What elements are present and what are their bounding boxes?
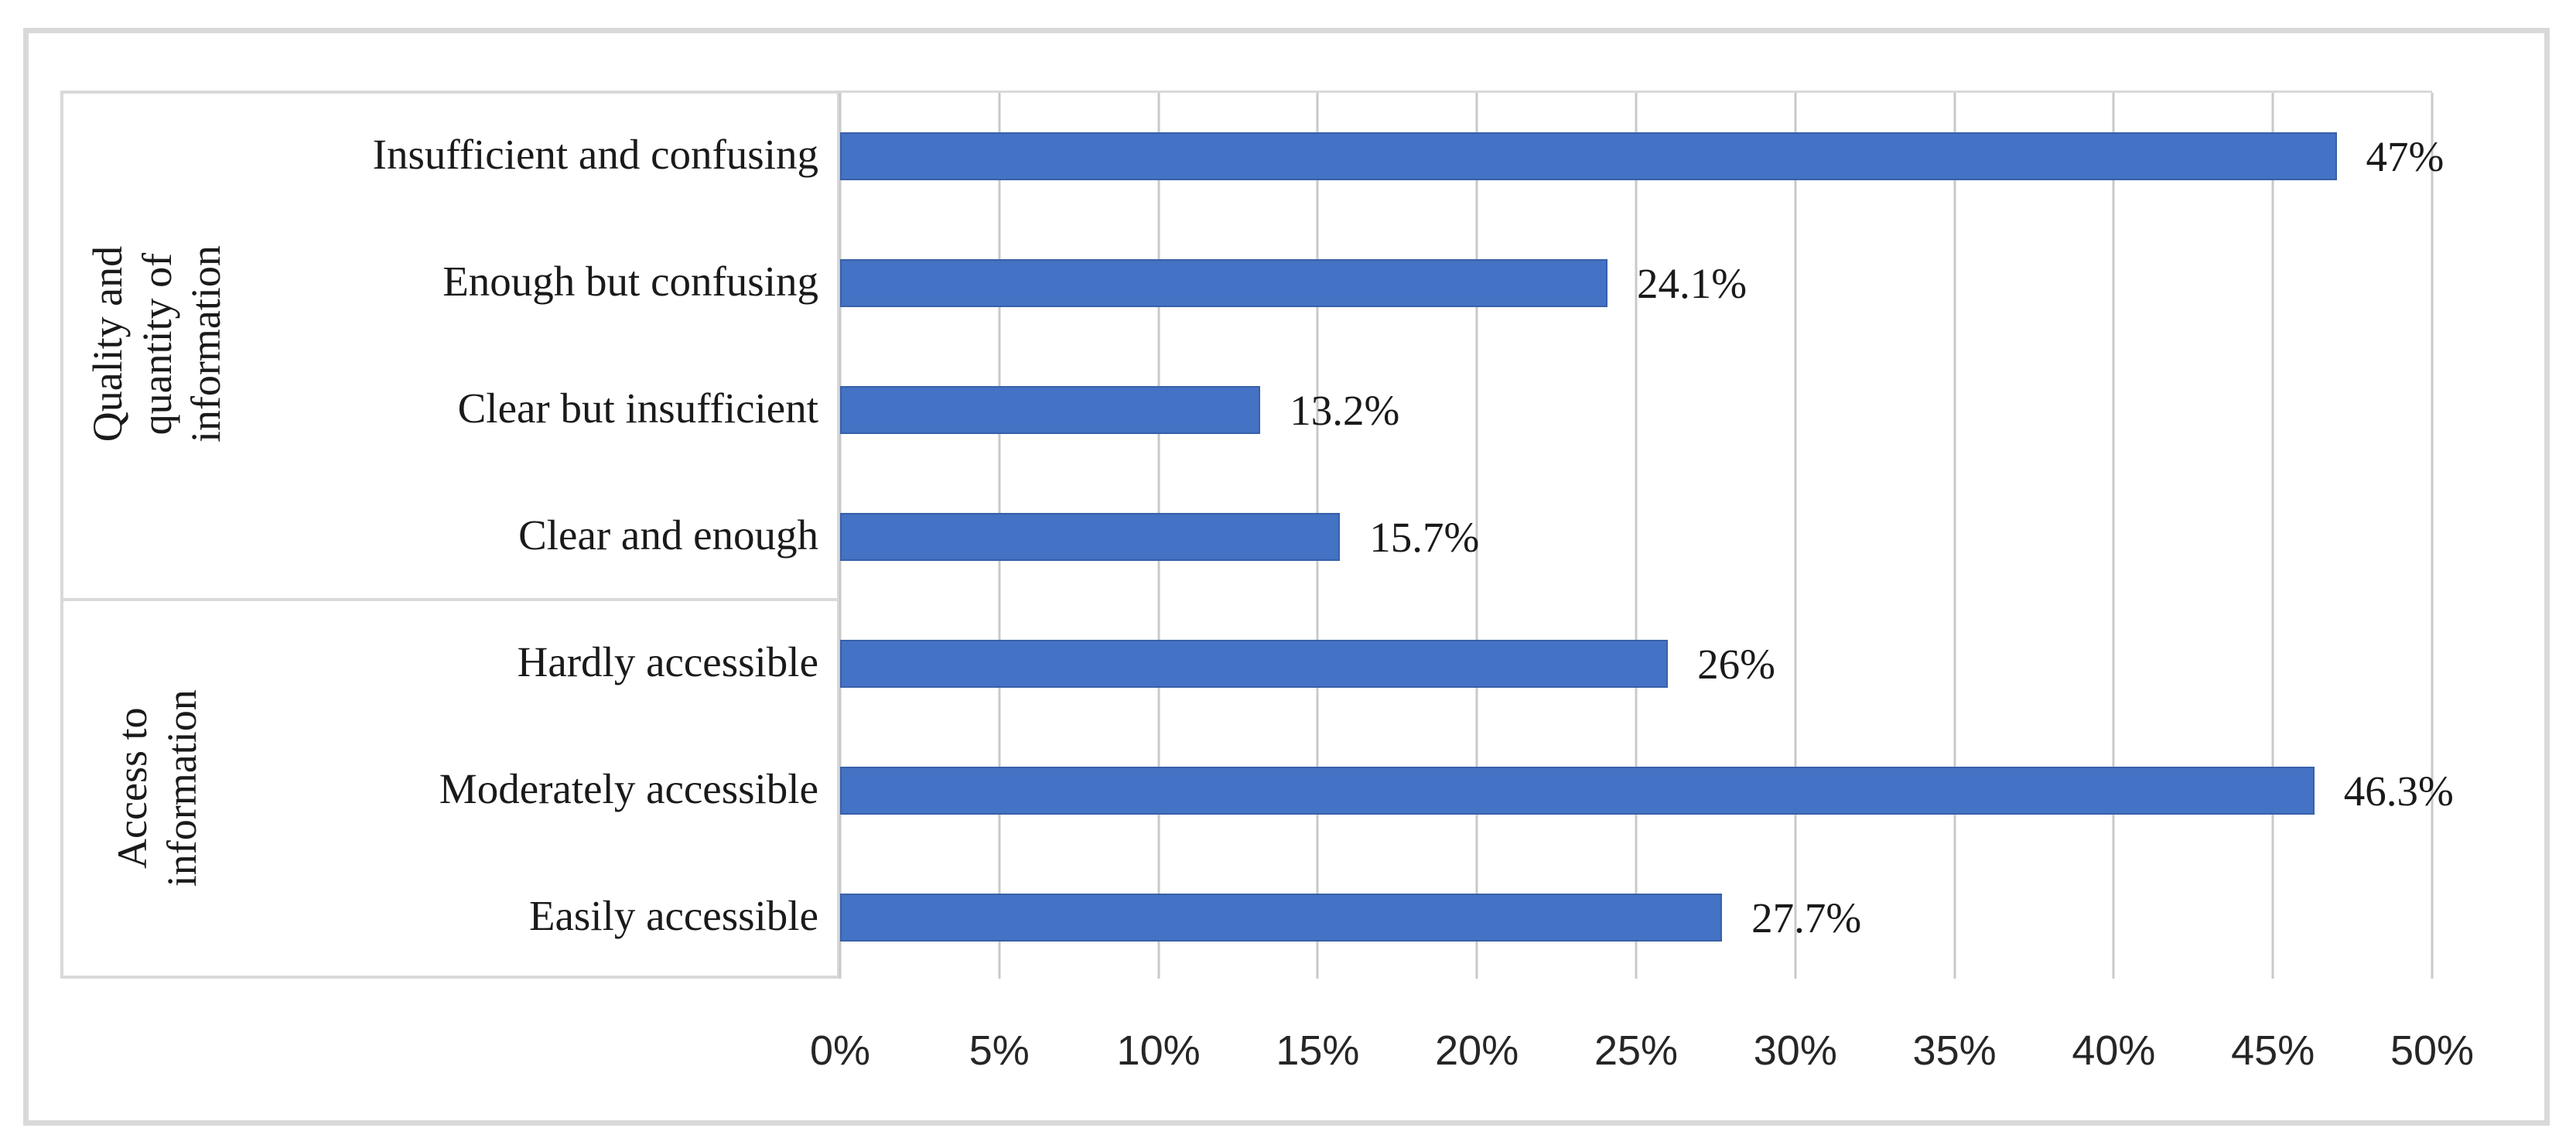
group-label-1: Access to information: [63, 598, 251, 979]
bar: [840, 767, 2315, 815]
value-label: 27.7%: [1751, 894, 1862, 942]
x-tick-0%: 0%: [809, 1027, 871, 1074]
category-label: Enough but confusing: [442, 257, 818, 305]
bar: [840, 513, 1341, 561]
value-label: 47%: [2366, 132, 2444, 180]
value-label: 15.7%: [1369, 513, 1480, 561]
gridline-35%: [1953, 93, 1956, 979]
x-axis: 0% 5% 10% 15% 20% 25% 30% 35% 40% 45% 50%: [810, 979, 2474, 1110]
x-tick-50%: 50%: [2390, 1027, 2475, 1074]
bar: [840, 386, 1261, 434]
bar: [840, 132, 2337, 180]
category-labels-column: Insufficient and confusing Enough but con…: [232, 91, 818, 979]
category-label: Hardly accessible: [517, 637, 818, 685]
group-label-text-0: Quality and quantity of information: [84, 245, 229, 443]
bar: [840, 640, 1669, 688]
x-tick-35%: 35%: [1912, 1027, 1997, 1074]
category-label: Clear and enough: [518, 511, 818, 559]
plot-area: 47% 24.1% 13.2% 15.7% 26% 46.3% 27.7%: [839, 91, 2454, 979]
x-tick-15%: 15%: [1276, 1027, 1360, 1074]
x-tick-25%: 25%: [1594, 1027, 1679, 1074]
value-label: 26%: [1697, 640, 1775, 688]
group-label-text-1: Access to information: [108, 689, 205, 887]
bar: [840, 894, 1723, 942]
x-tick-30%: 30%: [1753, 1027, 1837, 1074]
value-label: 24.1%: [1636, 259, 1748, 307]
value-label: 13.2%: [1290, 386, 1400, 434]
gridline-20%: [1475, 93, 1478, 979]
value-label: 46.3%: [2343, 767, 2454, 815]
group-label-0: Quality and quantity of information: [63, 91, 251, 598]
x-tick-10%: 10%: [1116, 1027, 1201, 1074]
figure-border: [23, 28, 2550, 1126]
bar: [840, 259, 1607, 307]
x-tick-45%: 45%: [2231, 1027, 2315, 1074]
gridline-50%: [2431, 93, 2434, 979]
gridline-25%: [1635, 93, 1638, 979]
gridline-45%: [2271, 93, 2274, 979]
category-label: Clear but insufficient: [457, 384, 818, 432]
gridline-40%: [2112, 93, 2115, 979]
x-tick-20%: 20%: [1435, 1027, 1519, 1074]
category-label: Moderately accessible: [439, 764, 818, 812]
group-divider-line: [60, 598, 840, 601]
x-tick-5%: 5%: [969, 1027, 1030, 1074]
gridline-30%: [1794, 93, 1797, 979]
category-label: Insufficient and confusing: [372, 130, 818, 178]
category-label: Easily accessible: [528, 891, 818, 939]
category-label-box: [60, 91, 840, 979]
x-tick-40%: 40%: [2072, 1027, 2156, 1074]
